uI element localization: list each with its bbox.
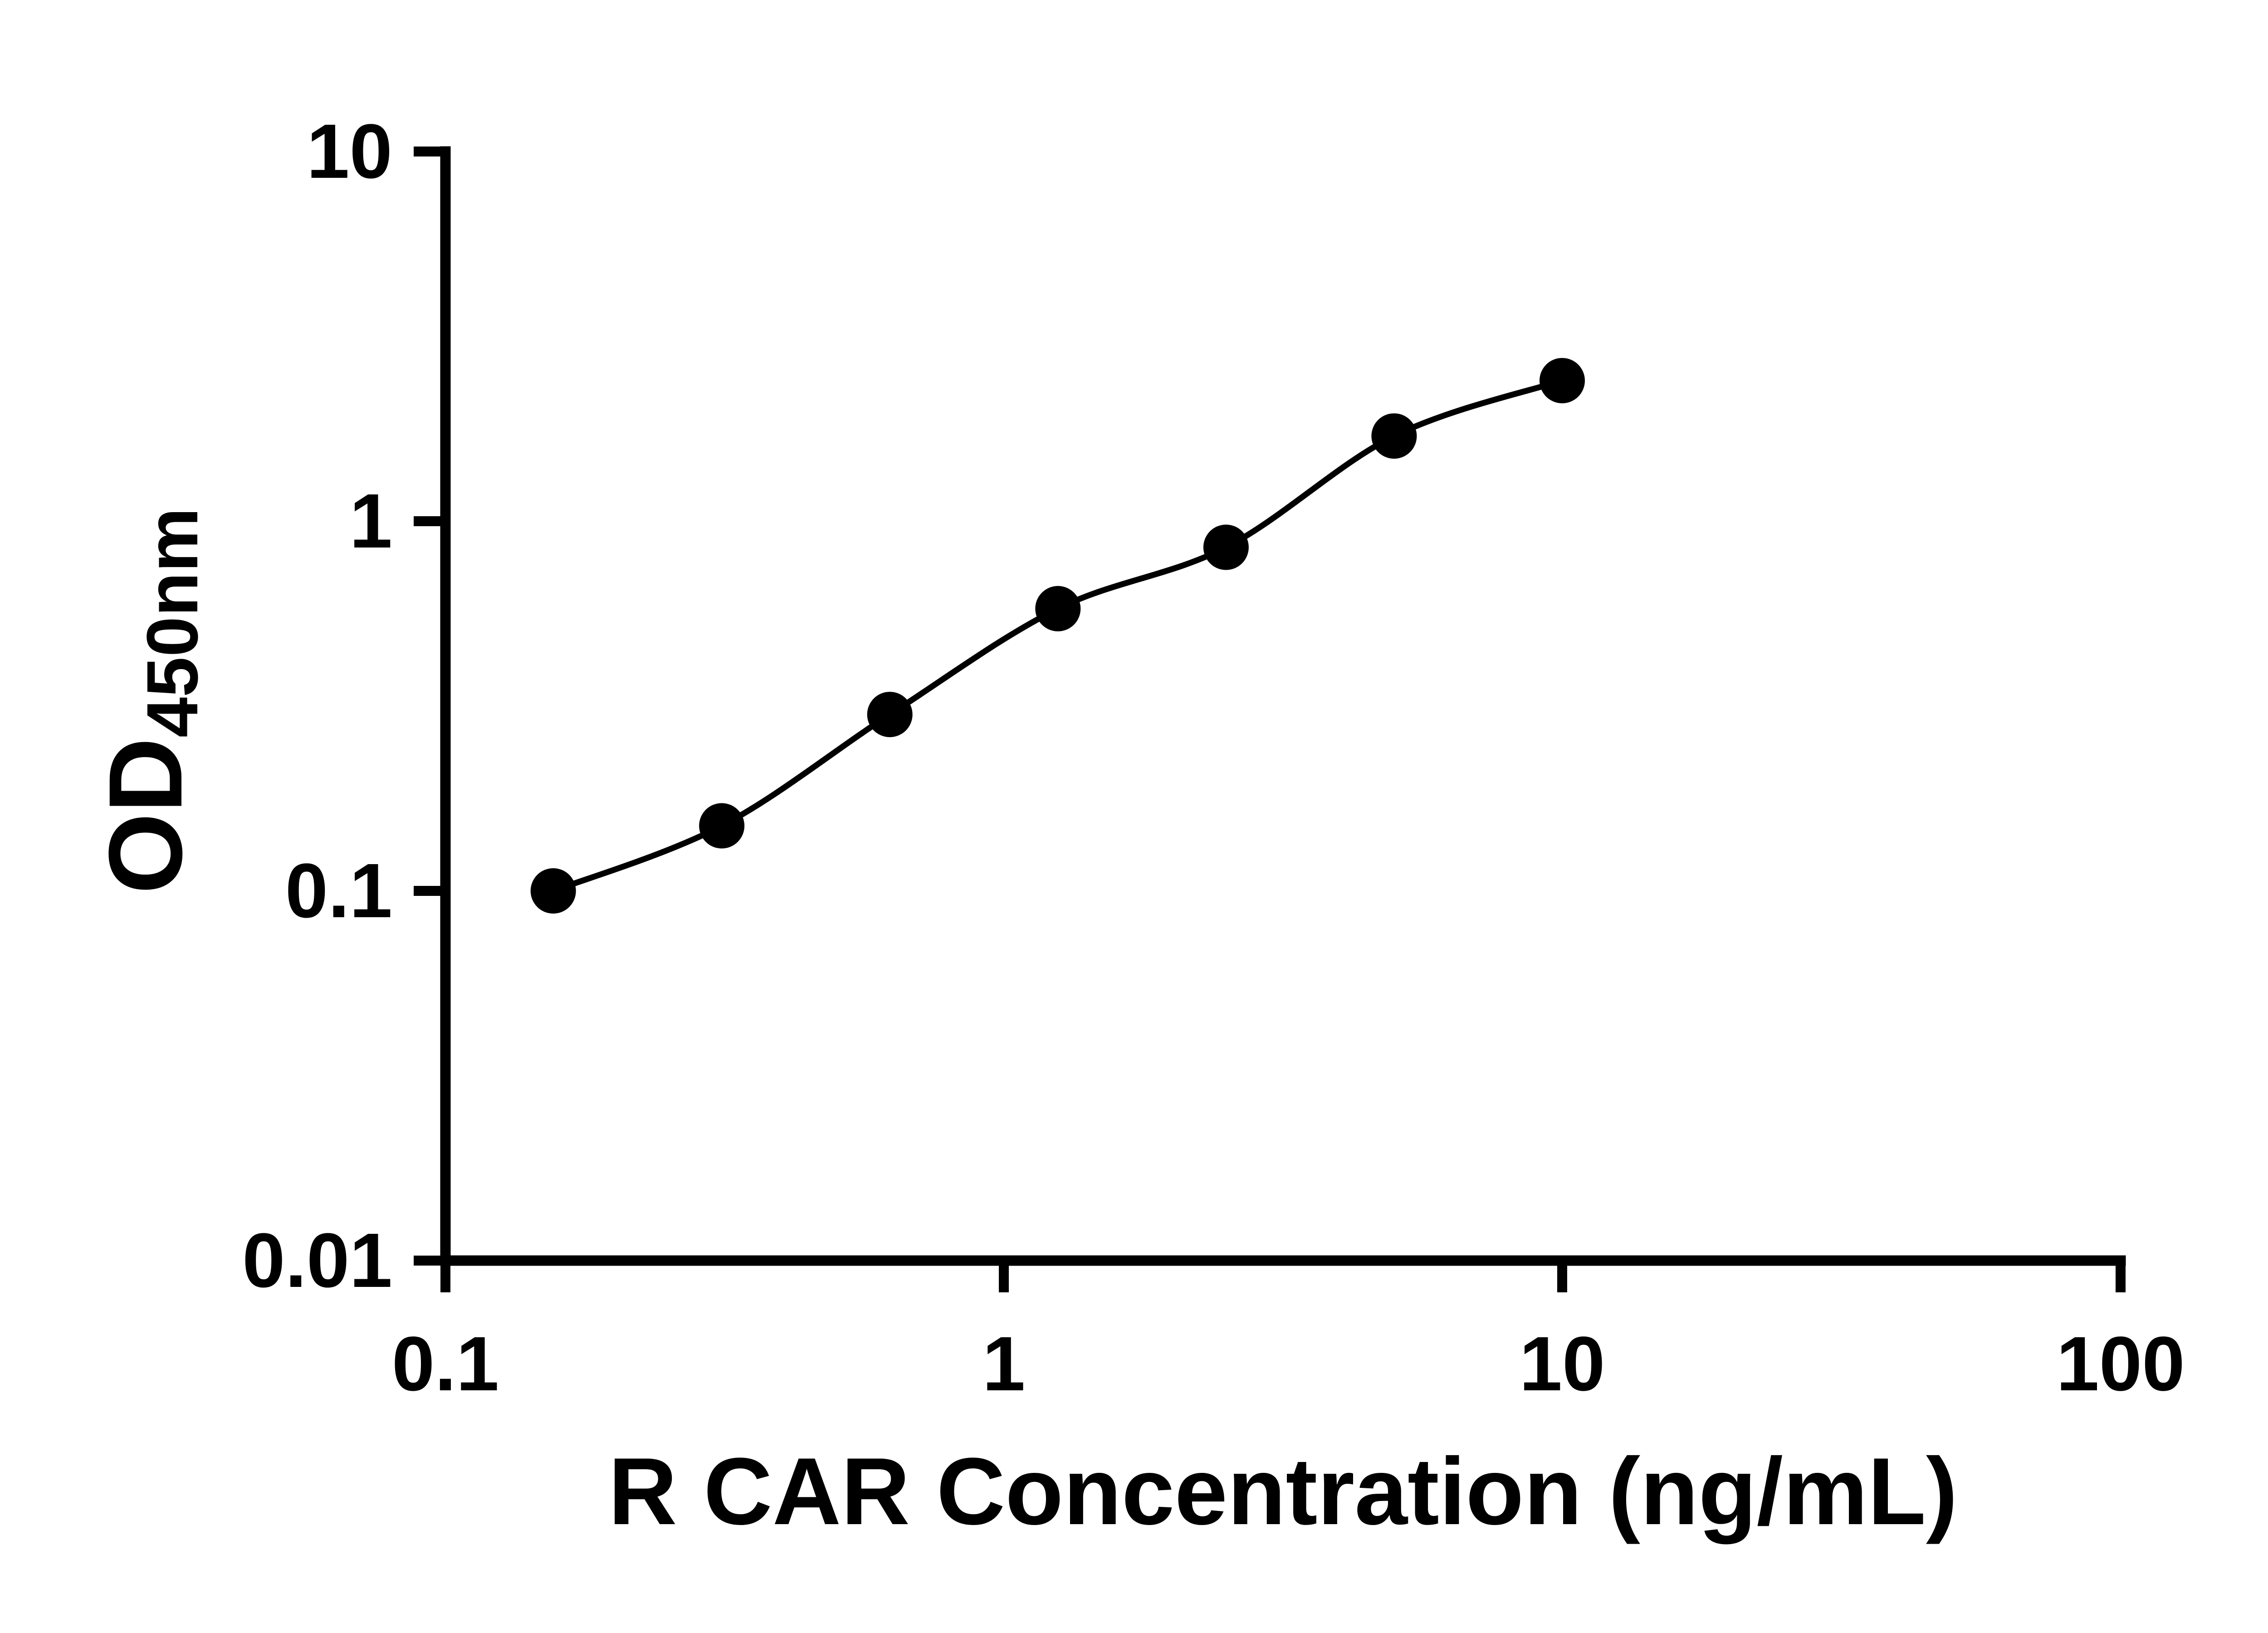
data-point: [867, 692, 913, 738]
y-tick-label: 0.01: [242, 1217, 392, 1304]
y-tick-label: 10: [307, 108, 392, 195]
y-axis-title: OD450nm: [87, 508, 213, 894]
data-point: [1371, 413, 1417, 459]
data-point: [1035, 586, 1081, 631]
data-point: [699, 803, 745, 849]
data-point: [530, 868, 576, 914]
y-axis-title-subscript: 450nm: [132, 508, 213, 738]
y-tick-label: 0.1: [285, 848, 392, 934]
x-axis-title: R CAR Concentration (ng/mL): [608, 1438, 1958, 1545]
y-axis-title-main: OD: [87, 738, 204, 894]
y-tick-label: 1: [349, 478, 392, 564]
x-tick-label: 1: [982, 1321, 1026, 1407]
x-tick-label: 0.1: [392, 1321, 499, 1407]
x-tick-label: 10: [1519, 1321, 1605, 1407]
x-tick-label: 100: [2056, 1321, 2185, 1407]
data-point: [1540, 358, 1585, 404]
data-point: [1203, 524, 1249, 570]
